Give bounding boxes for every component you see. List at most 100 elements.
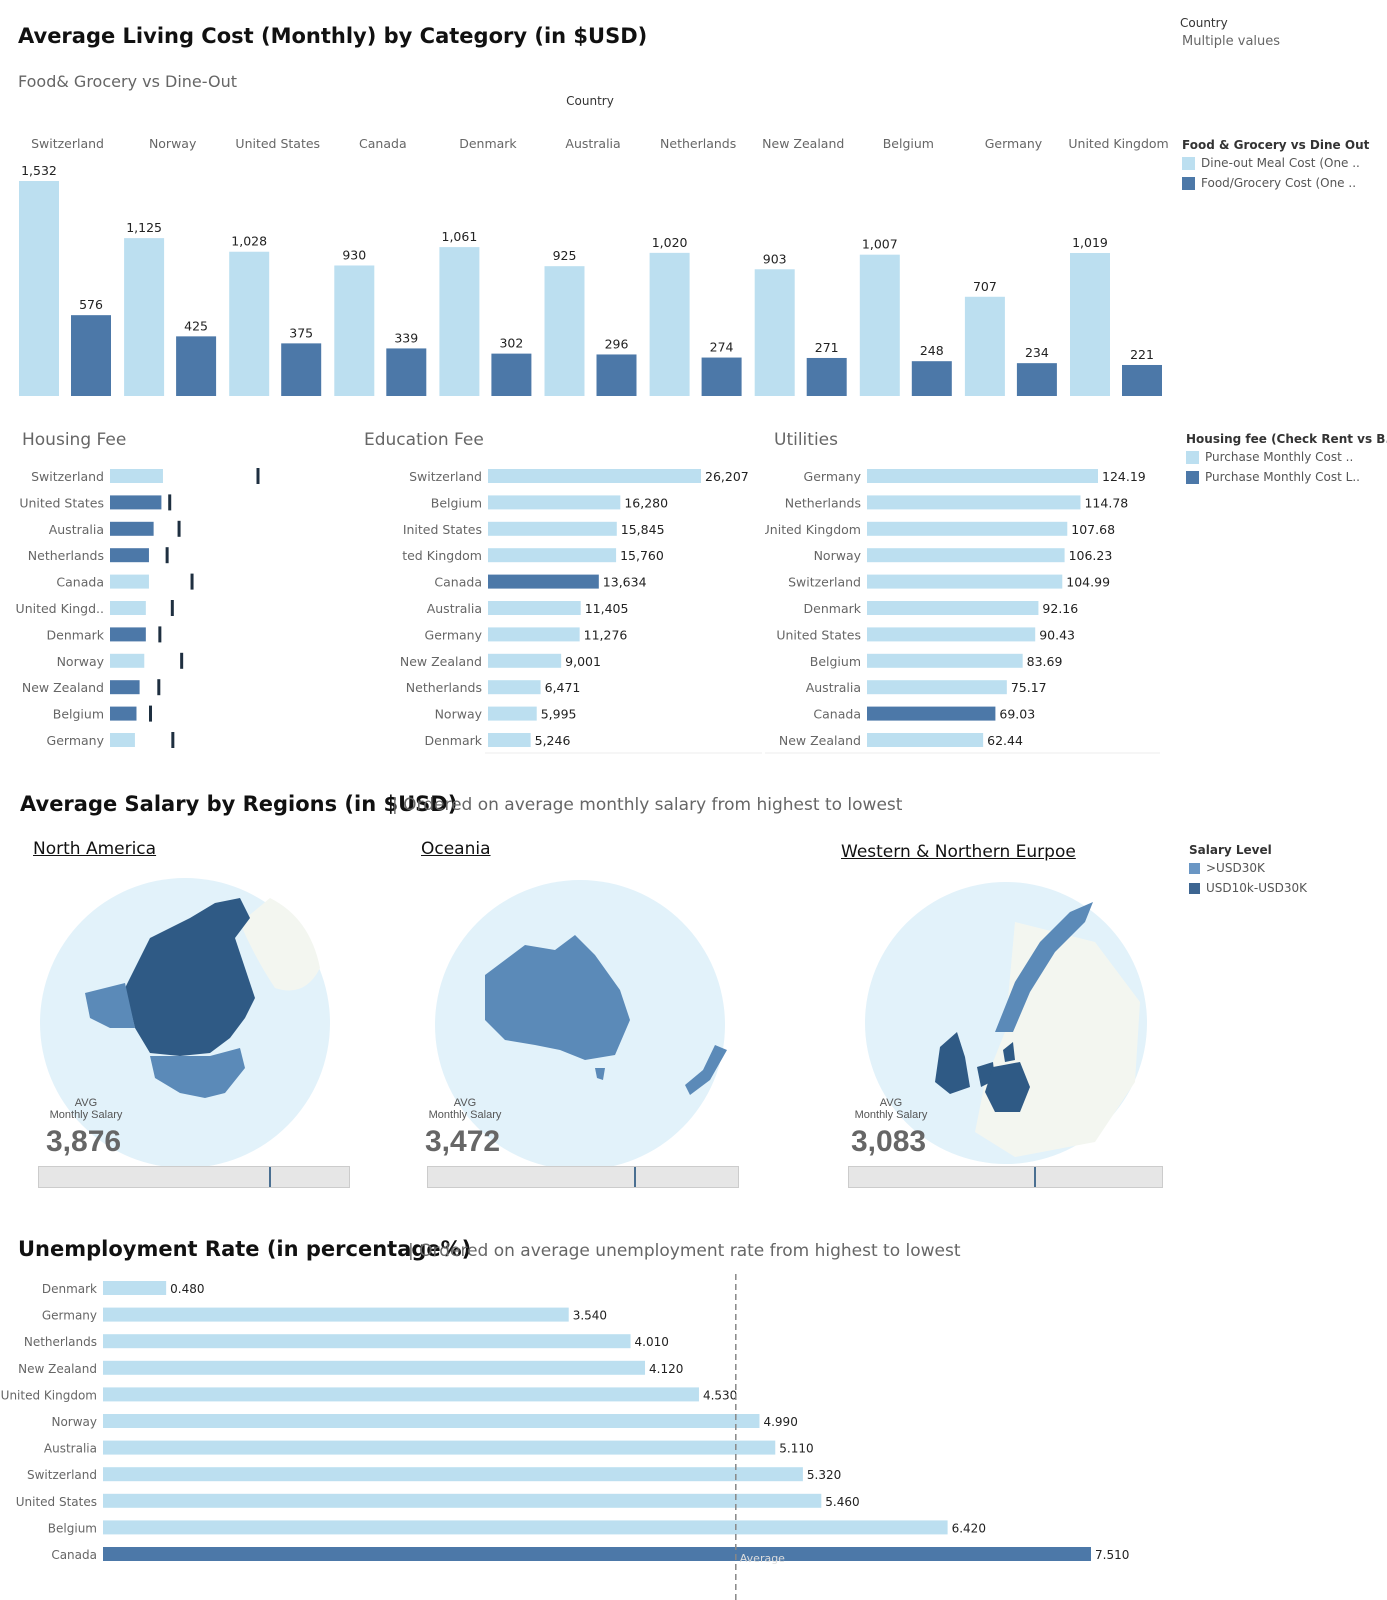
bar-food-grocery[interactable] [911, 361, 952, 396]
education-bar[interactable] [488, 627, 580, 642]
bar-dine-out[interactable] [1070, 252, 1110, 396]
canada-shape [125, 898, 255, 1056]
unemployment-bar[interactable] [103, 1387, 699, 1402]
education-bar[interactable] [488, 574, 599, 589]
housing-bar[interactable] [110, 706, 137, 721]
category-label: Netherlands [24, 1335, 97, 1349]
housing-bar[interactable] [110, 680, 140, 695]
legend-item-dine-out[interactable]: Dine-out Meal Cost (One .. [1182, 156, 1369, 170]
category-label: Germany [985, 136, 1043, 151]
unemployment-bar[interactable] [103, 1281, 167, 1295]
housing-bar[interactable] [110, 548, 149, 563]
education-bar[interactable] [488, 469, 701, 483]
bar-dine-out[interactable] [544, 266, 585, 396]
education-bar[interactable] [488, 680, 541, 695]
utilities-bar[interactable] [867, 680, 1007, 695]
housing-bar[interactable] [110, 653, 145, 668]
housing-bar[interactable] [110, 601, 146, 615]
education-bar[interactable] [488, 521, 617, 536]
utilities-bar[interactable] [867, 627, 1036, 642]
bar-dine-out[interactable] [649, 252, 690, 396]
education-bar[interactable] [488, 495, 621, 510]
oceania-map[interactable] [435, 880, 727, 1170]
education-fee-chart: Switzerland 26,207 Belgium 16,280 Inited Sta… [400, 469, 762, 754]
legend-item-purchase-dark[interactable]: Purchase Monthly Cost L.. [1186, 470, 1387, 484]
salary-slider-marker[interactable] [1034, 1167, 1036, 1187]
country-filter-value[interactable]: Multiple values [1182, 34, 1281, 49]
salary-slider[interactable] [38, 1166, 350, 1188]
salary-slider-marker[interactable] [634, 1167, 636, 1187]
bar-dine-out[interactable] [964, 296, 1005, 396]
education-bar[interactable] [488, 706, 537, 721]
housing-bar[interactable] [110, 627, 146, 642]
bar-food-grocery[interactable] [491, 353, 532, 396]
education-bar[interactable] [488, 733, 531, 747]
region-title-oceania[interactable]: Oceania [421, 839, 491, 859]
utilities-bar[interactable] [867, 574, 1063, 589]
legend-item-food-grocery[interactable]: Food/Grocery Cost (One .. [1182, 176, 1369, 190]
data-label: 5.320 [807, 1468, 841, 1482]
bar-food-grocery[interactable] [806, 357, 847, 396]
housing-bar[interactable] [110, 469, 163, 483]
data-label: 4.990 [763, 1415, 797, 1429]
salary-slider[interactable] [848, 1166, 1163, 1188]
region-title-north-america[interactable]: North America [33, 839, 157, 859]
legend-label: Dine-out Meal Cost (One .. [1201, 156, 1360, 170]
bar-dine-out[interactable] [229, 251, 270, 396]
category-label: Netherlands [406, 680, 482, 695]
education-bar[interactable] [488, 601, 581, 615]
salary-slider[interactable] [427, 1166, 739, 1188]
utilities-bar[interactable] [867, 706, 996, 721]
bar-dine-out[interactable] [334, 265, 375, 396]
legend-item-over-30k[interactable]: >USD30K [1189, 861, 1307, 875]
legend-swatch [1182, 156, 1195, 170]
unemployment-bar[interactable] [103, 1360, 646, 1375]
bar-food-grocery[interactable] [701, 357, 742, 396]
bar-food-grocery[interactable] [596, 354, 637, 396]
utilities-bar[interactable] [867, 495, 1081, 510]
utilities-bar[interactable] [867, 733, 984, 747]
bar-food-grocery[interactable] [1016, 363, 1057, 396]
legend-swatch [1186, 470, 1199, 484]
unemployment-bar[interactable] [103, 1467, 803, 1482]
bar-food-grocery[interactable] [386, 348, 427, 396]
bar-food-grocery[interactable] [1122, 364, 1162, 396]
unemployment-bar[interactable] [103, 1493, 822, 1508]
category-label: Norway [149, 136, 197, 151]
housing-bar[interactable] [110, 574, 149, 589]
utilities-bar[interactable] [867, 653, 1023, 668]
utilities-bar[interactable] [867, 469, 1098, 483]
education-bar[interactable] [488, 653, 562, 668]
bar-dine-out[interactable] [439, 247, 480, 396]
unemployment-bar[interactable] [103, 1520, 948, 1535]
bar-food-grocery[interactable] [281, 343, 322, 396]
bar-dine-out[interactable] [859, 254, 900, 396]
education-bar[interactable] [488, 548, 617, 563]
bar-dine-out[interactable] [754, 269, 795, 396]
bar-dine-out[interactable] [124, 238, 165, 396]
housing-bar[interactable] [110, 733, 135, 747]
unemployment-bar[interactable] [103, 1547, 1091, 1561]
region-title-western-northern-europe[interactable]: Western & Northern Eurpoe [841, 842, 1076, 862]
legend-item-10k-30k[interactable]: USD10k-USD30K [1189, 881, 1307, 895]
unemployment-bar[interactable] [103, 1414, 760, 1428]
unemployment-bar[interactable] [103, 1440, 776, 1455]
legend-title: Salary Level [1189, 843, 1272, 857]
north-america-map[interactable] [40, 878, 340, 1168]
salary-slider-marker[interactable] [269, 1167, 271, 1187]
data-label: 13,634 [603, 575, 647, 590]
food-vs-dine-out-chart: Country Switzerland 1,532 576 Norway 1,125 425… [19, 94, 1169, 396]
utilities-bar[interactable] [867, 548, 1065, 563]
europe-map[interactable] [865, 882, 1147, 1164]
housing-bar[interactable] [110, 495, 162, 510]
utilities-bar[interactable] [867, 521, 1068, 536]
unemployment-bar[interactable] [103, 1334, 631, 1349]
bar-food-grocery[interactable] [71, 315, 111, 396]
legend-item-purchase-light[interactable]: Purchase Monthly Cost .. [1186, 450, 1387, 464]
data-label: 1,061 [442, 229, 478, 244]
utilities-bar[interactable] [867, 601, 1039, 615]
housing-bar[interactable] [110, 521, 154, 536]
bar-food-grocery[interactable] [176, 336, 217, 396]
bar-dine-out[interactable] [19, 181, 59, 396]
unemployment-bar[interactable] [103, 1307, 569, 1322]
